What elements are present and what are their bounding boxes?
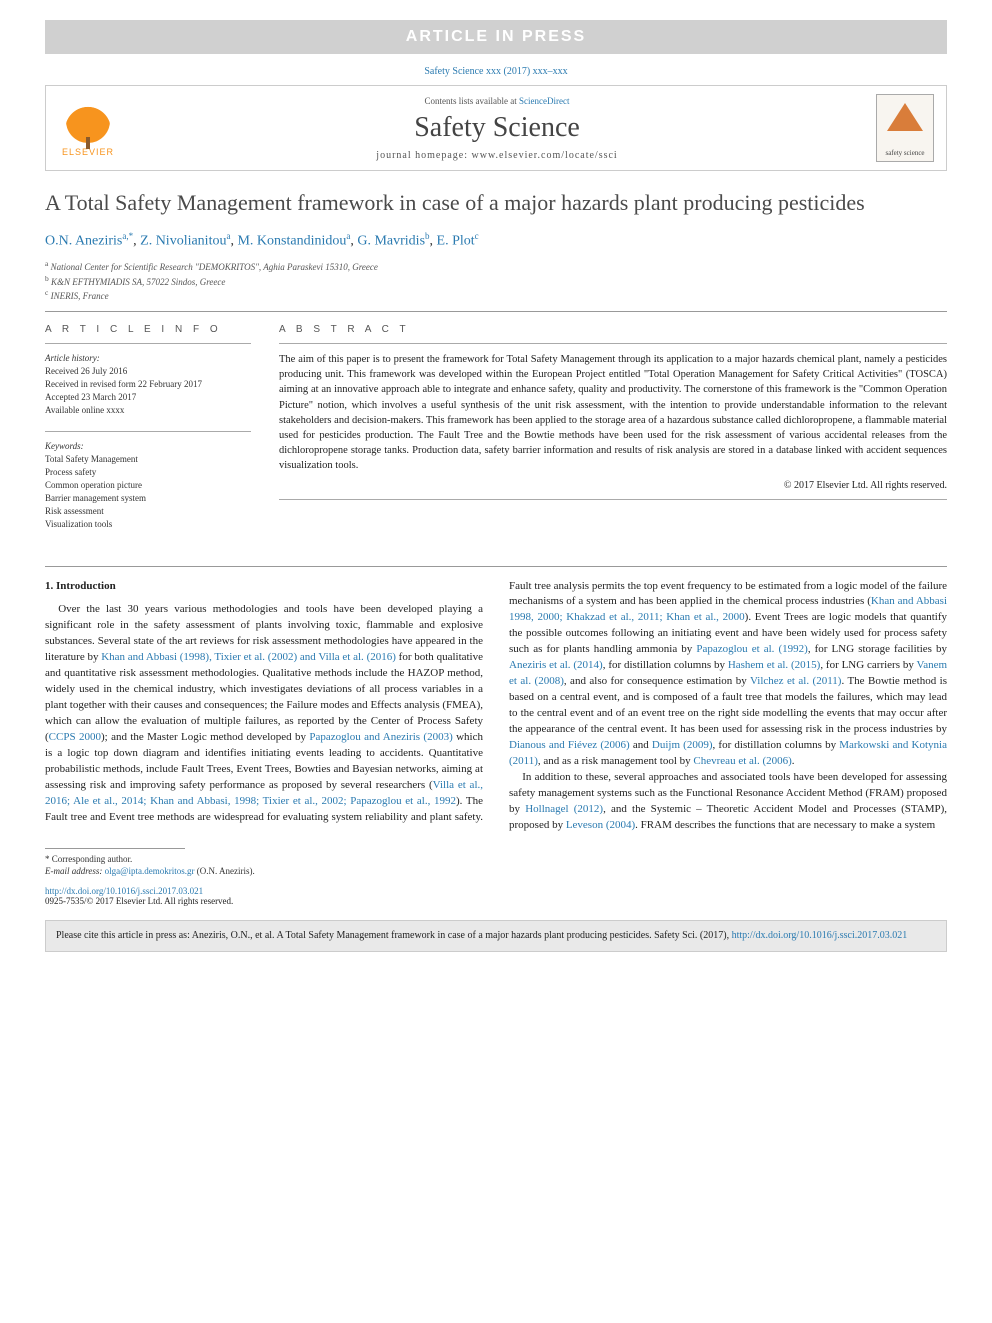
history-item: Received 26 July 2016 <box>45 365 251 378</box>
author-sup: a,* <box>122 231 133 241</box>
sciencedirect-link[interactable]: ScienceDirect <box>519 96 569 106</box>
article-history: Article history: Received 26 July 2016 R… <box>45 352 251 417</box>
keyword: Process safety <box>45 466 251 479</box>
footnotes: * Corresponding author. E-mail address: … <box>45 853 947 878</box>
author-sup: a <box>346 231 350 241</box>
email-name: (O.N. Aneziris). <box>197 866 255 876</box>
citation-link[interactable]: Duijm (2009) <box>652 739 713 751</box>
abstract-label: A B S T R A C T <box>279 324 947 335</box>
corresponding-author-marker: * Corresponding author. <box>45 853 947 866</box>
body-text: 1. Introduction Over the last 30 years v… <box>45 579 947 834</box>
homepage-prefix: journal homepage: <box>376 150 471 161</box>
cite-this-article-box: Please cite this article in press as: An… <box>45 920 947 952</box>
divider <box>279 499 947 500</box>
keyword: Total Safety Management <box>45 453 251 466</box>
keyword: Barrier management system <box>45 492 251 505</box>
abstract-text: The aim of this paper is to present the … <box>279 352 947 474</box>
citation-link[interactable]: Hashem et al. (2015) <box>728 659 821 671</box>
divider <box>45 311 947 312</box>
divider <box>45 566 947 567</box>
journal-cover-thumbnail[interactable]: safety science <box>876 94 934 162</box>
citation-link[interactable]: Hollnagel (2012) <box>525 803 603 815</box>
citation-link[interactable]: Chevreau et al. (2006) <box>693 755 791 767</box>
contents-prefix: Contents lists available at <box>425 96 519 106</box>
affiliation-text: INERIS, France <box>51 291 109 301</box>
issn-line: 0925-7535/© 2017 Elsevier Ltd. All right… <box>45 896 947 906</box>
citation-link[interactable]: Papazoglou et al. (1992) <box>696 643 807 655</box>
contents-available-line: Contents lists available at ScienceDirec… <box>118 96 876 106</box>
author-link[interactable]: G. Mavridis <box>357 233 425 248</box>
article-info-label: A R T I C L E I N F O <box>45 324 251 335</box>
divider <box>279 343 947 344</box>
citation-line: Safety Science xxx (2017) xxx–xxx <box>45 66 947 77</box>
keyword: Risk assessment <box>45 505 251 518</box>
keyword: Common operation picture <box>45 479 251 492</box>
affiliation-text: K&N EFTHYMIADIS SA, 57022 Sindos, Greece <box>51 277 225 287</box>
elsevier-logo[interactable]: ELSEVIER <box>58 94 118 162</box>
keywords-block: Keywords: Total Safety Management Proces… <box>45 440 251 531</box>
author-link[interactable]: M. Konstandinidou <box>237 233 346 248</box>
author-sup: b <box>425 231 430 241</box>
author-sup: c <box>475 231 479 241</box>
affiliations: a National Center for Scientific Researc… <box>45 259 947 303</box>
affil-sup: c <box>45 288 48 297</box>
paragraph: In addition to these, several approaches… <box>509 770 947 834</box>
article-in-press-banner: ARTICLE IN PRESS <box>45 20 947 54</box>
journal-header: ELSEVIER Contents lists available at Sci… <box>45 85 947 171</box>
cover-label: safety science <box>885 149 924 157</box>
article-title: A Total Safety Management framework in c… <box>45 189 947 217</box>
history-item: Accepted 23 March 2017 <box>45 391 251 404</box>
homepage-url[interactable]: www.elsevier.com/locate/ssci <box>472 150 618 161</box>
citebox-text: Please cite this article in press as: An… <box>56 930 732 941</box>
footnote-divider <box>45 848 185 849</box>
citation-link[interactable]: Vilchez et al. (2011) <box>750 675 841 687</box>
authors-list: O.N. Anezirisa,*, Z. Nivolianitoua, M. K… <box>45 231 947 250</box>
citation-link[interactable]: Papazoglou and Aneziris (2003) <box>309 731 452 743</box>
citation-link[interactable]: Leveson (2004) <box>566 819 635 831</box>
citebox-doi-link[interactable]: http://dx.doi.org/10.1016/j.ssci.2017.03… <box>732 930 908 941</box>
affil-sup: b <box>45 274 49 283</box>
doi-block: http://dx.doi.org/10.1016/j.ssci.2017.03… <box>45 886 947 906</box>
cover-triangle-icon <box>887 103 923 131</box>
email-label: E-mail address: <box>45 866 102 876</box>
elsevier-tree-icon <box>66 99 110 143</box>
affiliation-text: National Center for Scientific Research … <box>51 262 378 272</box>
affil-sup: a <box>45 259 48 268</box>
journal-homepage-line: journal homepage: www.elsevier.com/locat… <box>118 150 876 161</box>
citation-link[interactable]: CCPS 2000 <box>49 731 101 743</box>
author-sup: a <box>226 231 230 241</box>
history-item: Available online xxxx <box>45 404 251 417</box>
keyword: Visualization tools <box>45 518 251 531</box>
history-item: Received in revised form 22 February 201… <box>45 378 251 391</box>
doi-link[interactable]: http://dx.doi.org/10.1016/j.ssci.2017.03… <box>45 886 947 896</box>
journal-name: Safety Science <box>118 112 876 144</box>
divider <box>45 431 251 432</box>
history-heading: Article history: <box>45 352 251 365</box>
email-link[interactable]: olga@ipta.demokritos.gr <box>105 866 195 876</box>
divider <box>45 343 251 344</box>
author-link[interactable]: Z. Nivolianitou <box>140 233 226 248</box>
copyright-line: © 2017 Elsevier Ltd. All rights reserved… <box>279 480 947 491</box>
author-link[interactable]: E. Plot <box>437 233 475 248</box>
citation-link[interactable]: Aneziris et al. (2014) <box>509 659 603 671</box>
section-heading: 1. Introduction <box>45 579 483 595</box>
citation-link[interactable]: Dianous and Fiévez (2006) <box>509 739 630 751</box>
author-link[interactable]: O.N. Aneziris <box>45 233 122 248</box>
keywords-heading: Keywords: <box>45 440 251 453</box>
citation-link[interactable]: Khan and Abbasi (1998), Tixier et al. (2… <box>101 651 396 663</box>
